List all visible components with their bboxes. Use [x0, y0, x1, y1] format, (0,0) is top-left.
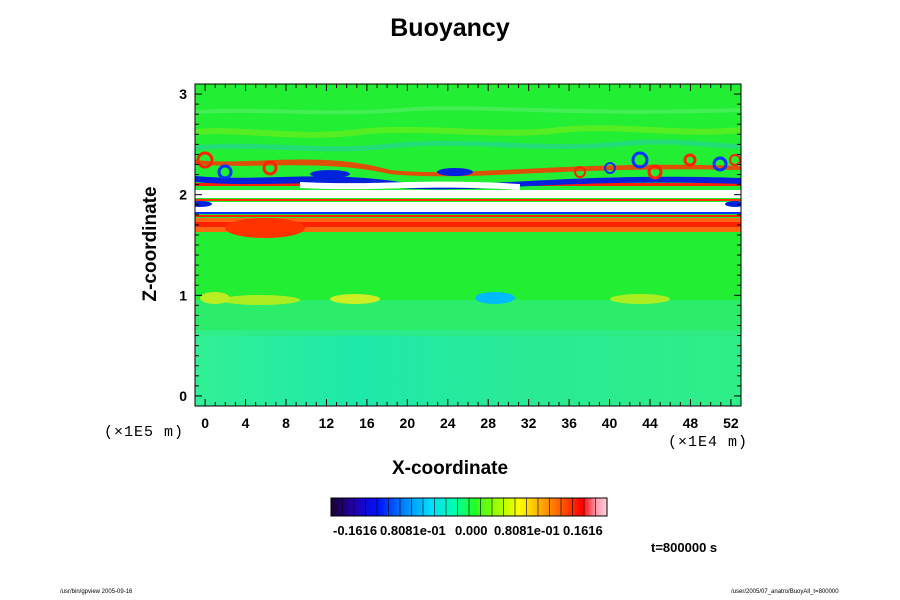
colorbar-label-pos: 0.8081e-01: [494, 523, 560, 538]
y-axis: 0 1 2 3: [179, 83, 741, 407]
time-label: t=800000 s: [651, 540, 718, 555]
x-tick-label: 24: [440, 415, 456, 431]
buoyancy-field: [195, 84, 741, 406]
chart-title: Buoyancy: [390, 14, 510, 42]
colorbar-label-max: 0.1616: [563, 523, 603, 538]
x-tick-label: 16: [359, 415, 375, 431]
colorbar-label-min: -0.1616: [333, 523, 377, 538]
y-tick-label: 2: [179, 187, 187, 203]
colorbar-ticks: [342, 498, 596, 516]
x-tick-label: 48: [683, 415, 699, 431]
y-axis-unit: (×1E5 m): [104, 424, 185, 441]
x-axis: 0 4 8 12 16 20 24 28 32 36 40 44 48 52: [194, 84, 742, 431]
x-axis-title: X-coordinate: [391, 458, 509, 479]
y-axis-title: Z-coordinate: [140, 186, 161, 302]
colorbar-label-neg: 0.8081e-01: [380, 523, 446, 538]
x-tick-label: 44: [642, 415, 658, 431]
footer-program-info: /usr/bin/gpview 2005-09-16: [60, 589, 133, 595]
y-tick-label: 1: [179, 287, 187, 303]
x-tick-label: 52: [723, 415, 739, 431]
x-tick-label: 12: [319, 415, 335, 431]
colorbar: -0.1616 0.8081e-01 0.000 0.8081e-01 0.16…: [330, 497, 608, 538]
colorbar-labels: -0.1616 0.8081e-01 0.000 0.8081e-01 0.16…: [333, 523, 603, 538]
footer-file-info: /user/2005/07_anatro/BuoyAll_t=800000: [731, 589, 839, 595]
colorbar-label-zero: 0.000: [455, 523, 488, 538]
x-tick-label: 28: [480, 415, 496, 431]
y-tick-label: 0: [179, 388, 187, 404]
x-tick-label: 36: [561, 415, 577, 431]
x-tick-label: 4: [242, 415, 250, 431]
y-tick-label: 3: [179, 86, 187, 102]
x-axis-unit: (×1E4 m): [668, 434, 749, 451]
x-tick-label: 8: [282, 415, 290, 431]
x-tick-label: 32: [521, 415, 537, 431]
x-tick-label: 0: [201, 415, 209, 431]
x-tick-label: 40: [602, 415, 618, 431]
x-tick-label: 20: [400, 415, 416, 431]
